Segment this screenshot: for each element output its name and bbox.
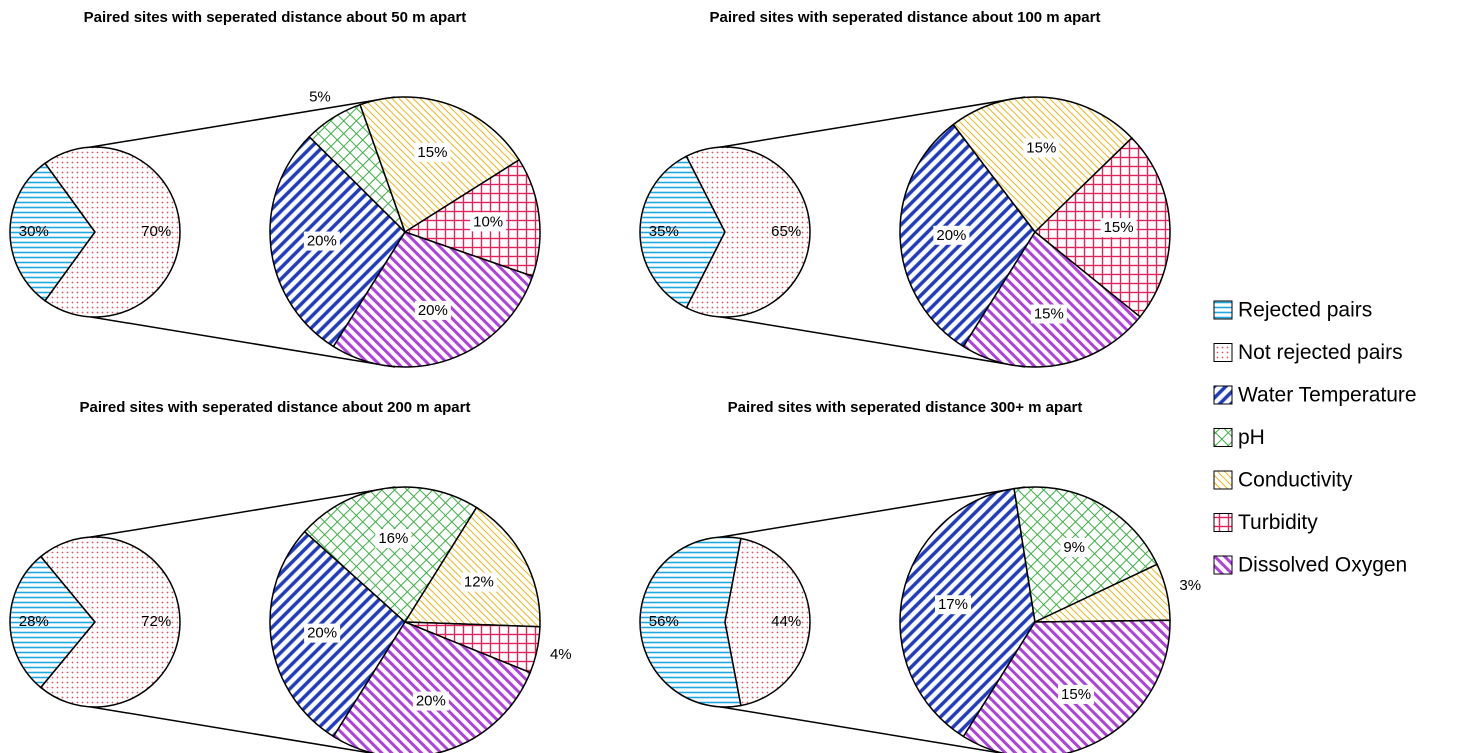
label-background <box>412 691 449 711</box>
data-label: 56% <box>649 613 679 630</box>
pie-slice <box>303 486 478 624</box>
pie-slice <box>403 506 541 628</box>
label-background <box>1030 304 1067 324</box>
pie-slice <box>952 96 1133 234</box>
connector <box>714 315 1026 368</box>
legend-swatch <box>1213 343 1233 362</box>
connector <box>84 486 396 539</box>
connector <box>84 705 376 753</box>
data-label: 35% <box>649 223 679 240</box>
data-label: 3% <box>1179 577 1201 594</box>
data-label: 28% <box>19 613 49 630</box>
legend-label: Conductivity <box>1238 469 1353 492</box>
connector <box>84 96 396 149</box>
data-label: 44% <box>771 613 801 630</box>
data-label: 20% <box>418 302 448 319</box>
label-background <box>1023 138 1060 158</box>
legend-swatch <box>1213 300 1233 320</box>
pie-slice <box>639 536 742 708</box>
data-label: 9% <box>1063 539 1085 556</box>
chart-title: Paired sites with seperated distance abo… <box>80 399 471 416</box>
connector <box>84 315 396 368</box>
data-label: 70% <box>141 223 171 240</box>
label-background <box>1100 218 1137 238</box>
label-background <box>1058 684 1095 704</box>
pie-slice <box>9 162 96 302</box>
data-label: 30% <box>19 223 49 240</box>
label-background <box>304 623 341 643</box>
label-background <box>375 529 412 549</box>
data-label: 20% <box>307 233 337 250</box>
label-background <box>933 225 970 245</box>
label-background <box>414 142 451 162</box>
label-background <box>414 300 451 320</box>
legend-swatch <box>1213 555 1233 575</box>
data-label: 65% <box>771 223 801 240</box>
data-label: 16% <box>378 530 408 547</box>
chart-title: Paired sites with seperated distance abo… <box>710 9 1101 26</box>
legend-label: Dissolved Oxygen <box>1238 554 1407 577</box>
data-label: 12% <box>464 574 494 591</box>
legend-label: Not rejected pairs <box>1238 341 1403 364</box>
data-label: 15% <box>1026 140 1056 157</box>
data-label: 5% <box>309 88 331 105</box>
legend-swatch <box>1213 470 1233 490</box>
legend-swatch <box>1213 428 1233 447</box>
pie-slice <box>39 536 181 708</box>
data-label: 15% <box>1104 219 1134 236</box>
label-background <box>934 595 972 615</box>
label-background <box>1060 538 1089 558</box>
legend-label: pH <box>1238 426 1265 449</box>
pie-slice <box>43 146 181 318</box>
connector <box>714 96 1026 149</box>
data-label: 4% <box>550 646 572 663</box>
data-label: 15% <box>1034 306 1064 323</box>
connector <box>714 486 1026 539</box>
data-label: 15% <box>1061 686 1091 703</box>
chart-title: Paired sites with seperated distance 300… <box>728 399 1083 416</box>
data-label: 72% <box>141 613 171 630</box>
legend-label: Water Temperature <box>1238 384 1417 407</box>
label-background <box>470 212 507 232</box>
legend-label: Rejected pairs <box>1238 299 1372 322</box>
label-background <box>460 572 497 592</box>
legend-swatch <box>1213 513 1233 532</box>
pie-slice <box>685 146 811 318</box>
label-background <box>303 231 340 251</box>
data-label: 15% <box>417 144 447 161</box>
data-label: 20% <box>416 693 446 710</box>
pie-slice <box>724 537 811 707</box>
pie-slice <box>962 230 1142 368</box>
data-label: 17% <box>938 596 968 613</box>
data-label: 20% <box>936 227 966 244</box>
pie-slice <box>639 155 726 309</box>
data-label: 10% <box>473 213 503 230</box>
pie-slice <box>332 621 532 753</box>
legend-swatch <box>1213 385 1233 405</box>
pie-slice <box>359 96 521 234</box>
connector <box>714 705 1006 753</box>
data-label: 20% <box>307 625 337 642</box>
pie-slice <box>9 555 96 689</box>
legend-label: Turbidity <box>1238 511 1318 534</box>
chart-title: Paired sites with seperated distance abo… <box>84 9 467 26</box>
pie-slice <box>332 231 534 368</box>
